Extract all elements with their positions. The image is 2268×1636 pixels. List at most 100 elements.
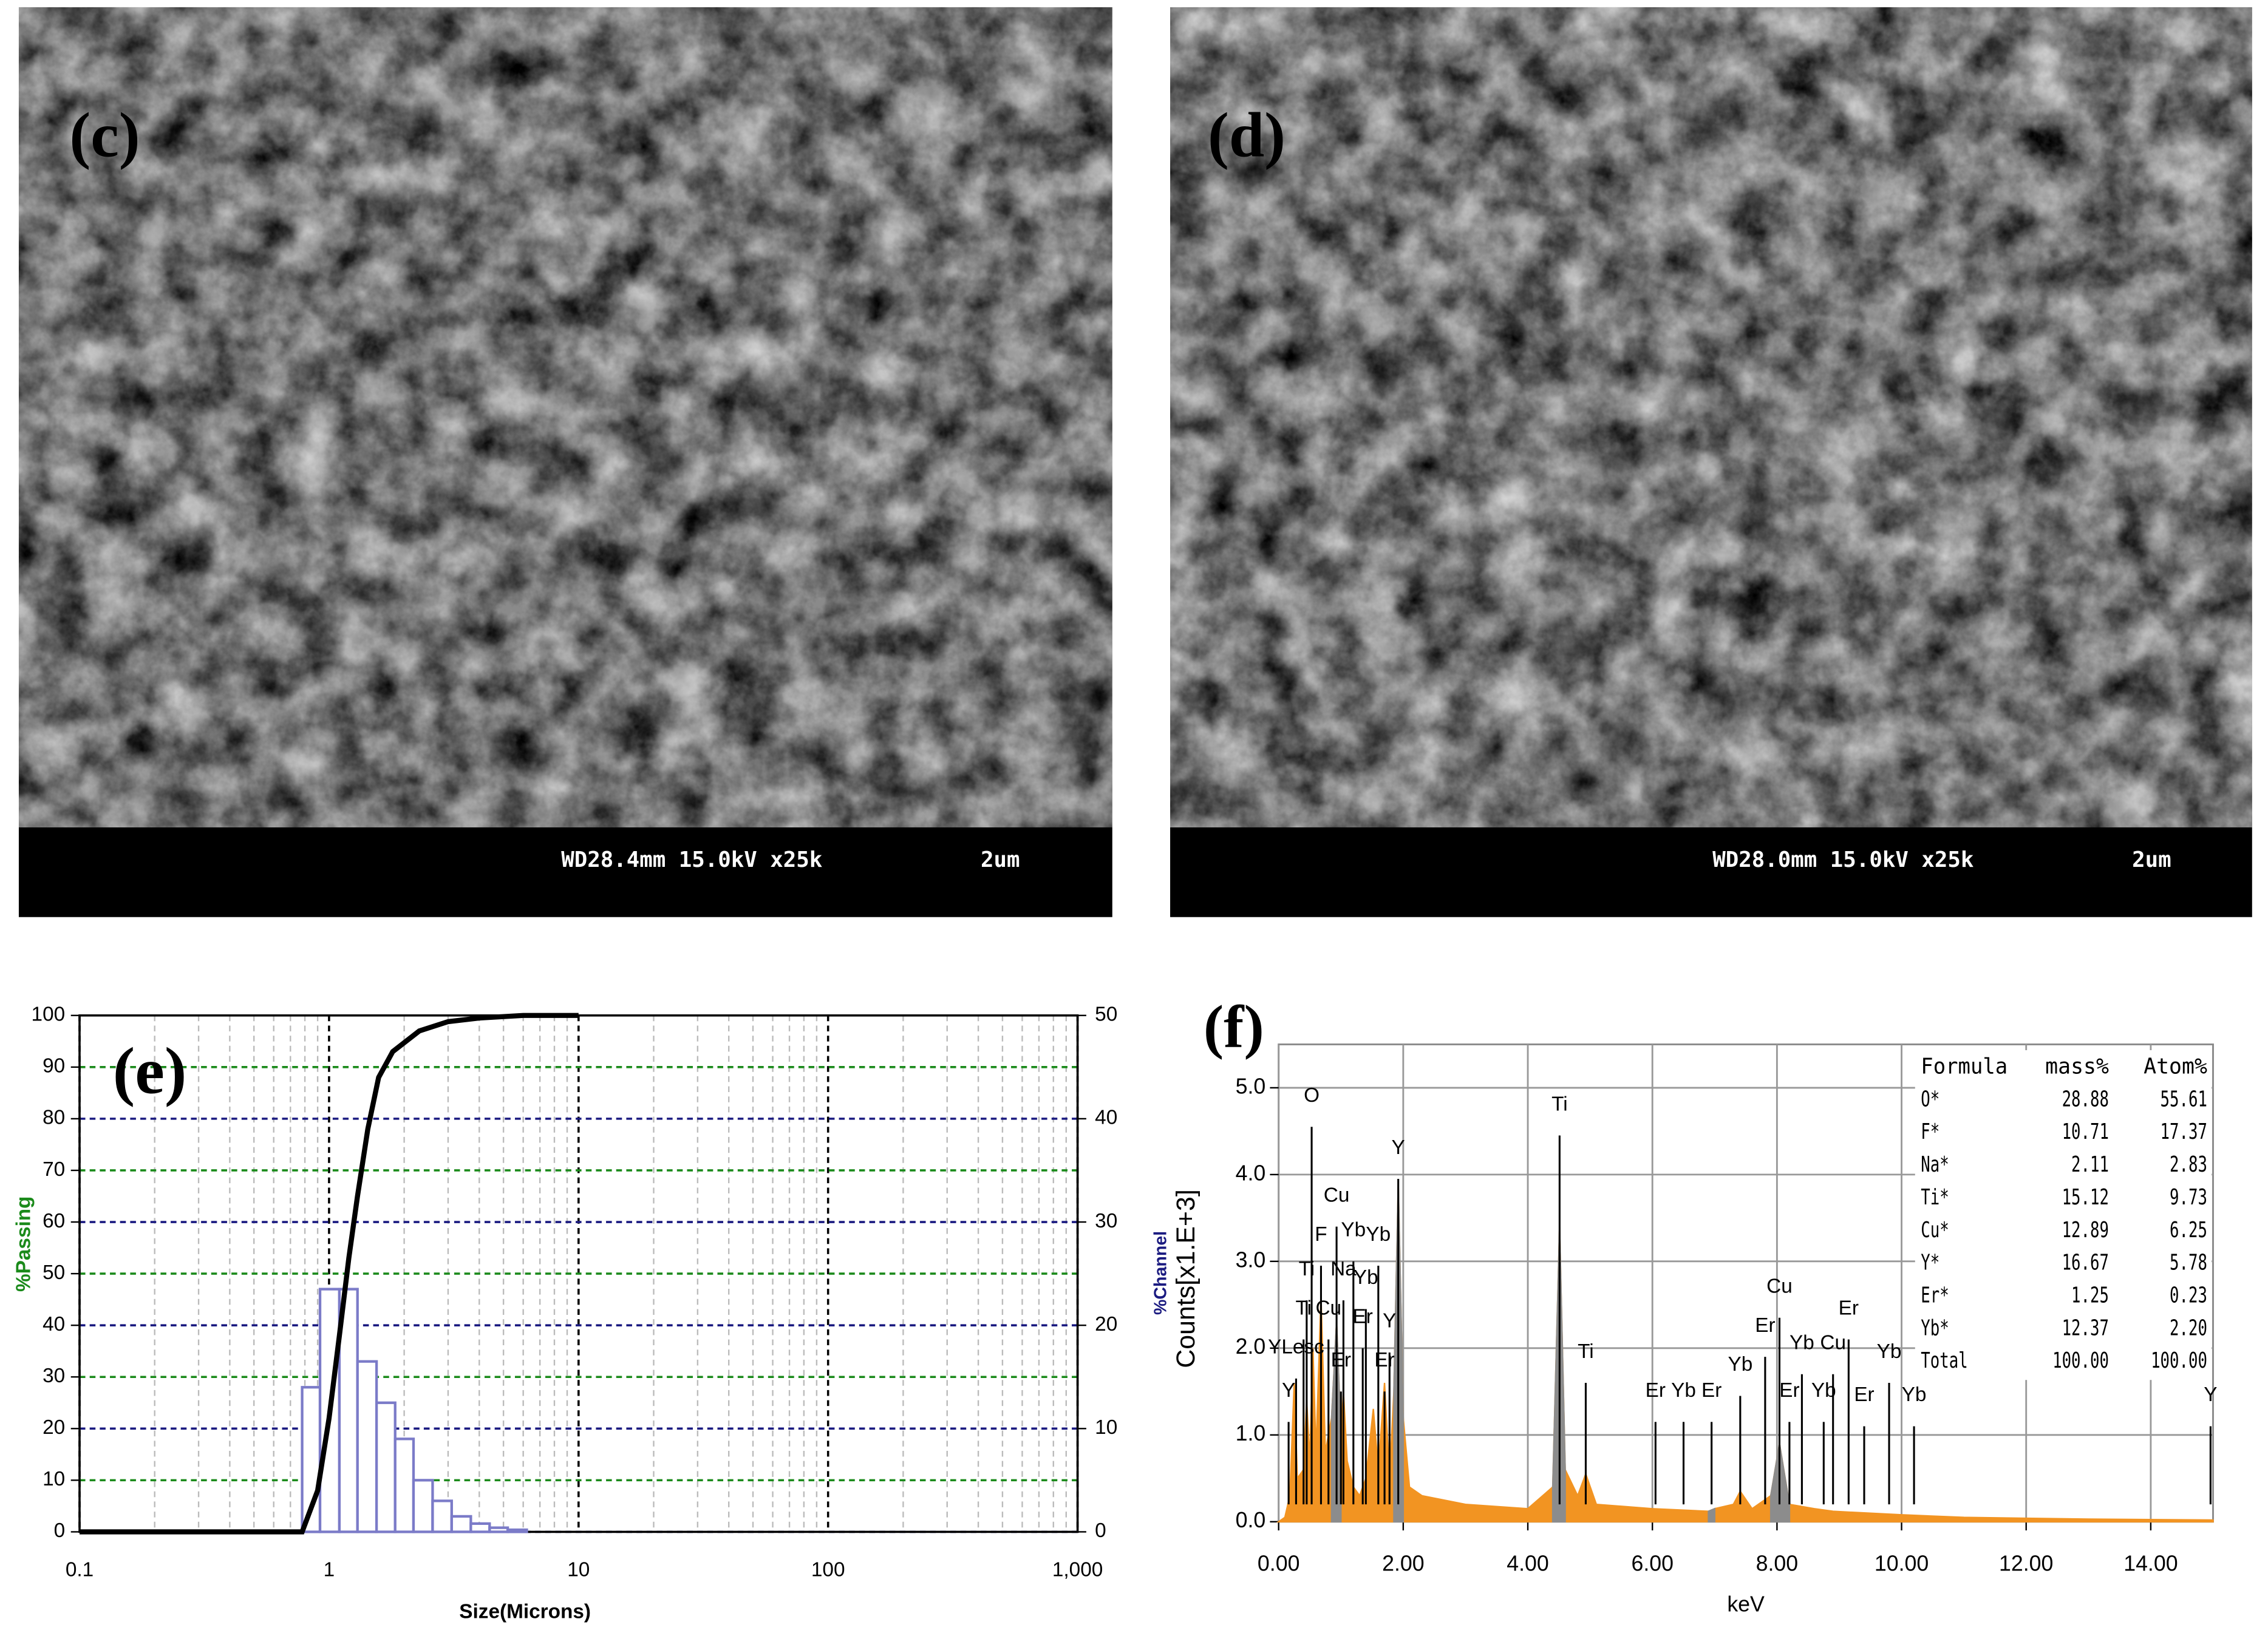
element-label: Er [1755, 1314, 1775, 1337]
element-label: Er [1839, 1297, 1859, 1319]
histogram-bar [450, 1515, 472, 1533]
element-label: Ti [1578, 1340, 1594, 1363]
panel-label: (d) [1208, 100, 1286, 171]
x-tick-label: 2.00 [1382, 1552, 1425, 1576]
y-axis-title: Counts[x1.E+3] [1171, 1189, 1200, 1368]
histogram-bar [469, 1522, 491, 1533]
element-label: Er [1854, 1383, 1874, 1406]
x-tick-label: 100 [811, 1559, 845, 1581]
table-cell: 2.11 [2071, 1152, 2109, 1177]
y-tick-label: 4.0 [1236, 1161, 1266, 1185]
x-tick-label: 12.00 [1999, 1552, 2053, 1576]
sem-caption: WD28.0mm 15.0kV x25k [1712, 847, 1973, 872]
table-header: Atom% [2144, 1054, 2207, 1079]
cumulative-line [80, 1013, 579, 1535]
table-cell: 6.25 [2170, 1218, 2207, 1243]
element-label: Er [1331, 1349, 1351, 1371]
element-label: Cu [1820, 1331, 1846, 1354]
element-label: Y [1282, 1379, 1295, 1402]
histogram-bar [393, 1437, 415, 1533]
x-tick-label: 4.00 [1507, 1552, 1549, 1576]
table-cell: 28.88 [2062, 1087, 2109, 1112]
y-tick-label: 0 [54, 1519, 66, 1542]
element-label: Yb [1728, 1353, 1752, 1376]
y-tick-label: 2.0 [1236, 1334, 1266, 1359]
element-label: Ti [1295, 1297, 1312, 1319]
y-tick-label: 90 [43, 1055, 65, 1078]
y-tick-label: 3.0 [1236, 1247, 1266, 1272]
histogram-bar [506, 1528, 528, 1533]
table-header: mass% [2045, 1054, 2109, 1079]
histogram-bar [375, 1401, 397, 1533]
x-tick-label: 10.00 [1875, 1552, 1929, 1576]
element-label: Er [1779, 1379, 1799, 1402]
element-label: Yb [1877, 1340, 1902, 1363]
element-label: YLesc [1268, 1336, 1324, 1359]
y-tick-label: 30 [43, 1365, 65, 1387]
element-label: Er [1353, 1306, 1373, 1328]
table-cell: 16.67 [2062, 1251, 2109, 1275]
y-tick-label: 60 [43, 1210, 65, 1232]
y-tick-label: 70 [43, 1158, 65, 1181]
element-label: Yb [1354, 1266, 1378, 1289]
sem-highlight [18, 7, 1112, 827]
table-cell: 100.00 [2151, 1348, 2207, 1373]
table-cell: 10.71 [2062, 1119, 2109, 1144]
y-tick-label: 50 [43, 1261, 65, 1284]
table-cell: 12.37 [2062, 1315, 2109, 1340]
y-tick-label: 40 [43, 1313, 65, 1336]
y-tick-label: 10 [43, 1468, 65, 1490]
y2-tick-label: 0 [1095, 1519, 1106, 1542]
x-tick-label: 1,000 [1052, 1559, 1103, 1581]
element-label: Y [1392, 1136, 1405, 1159]
x-tick-label: 8.00 [1756, 1552, 1799, 1576]
y2-tick-label: 20 [1095, 1313, 1117, 1336]
histogram-bar [356, 1360, 378, 1533]
panel-label: (c) [69, 100, 140, 171]
element-label: Yb [1811, 1379, 1836, 1402]
y-tick-label: 1.0 [1236, 1421, 1266, 1445]
element-label: Na [1330, 1258, 1357, 1280]
table-cell: O* [1921, 1087, 1939, 1112]
table-cell: Cu* [1921, 1218, 1949, 1243]
y-tick-label: 5.0 [1236, 1074, 1266, 1098]
table-cell: 100.00 [2052, 1348, 2109, 1373]
table-cell: Yb* [1921, 1315, 1949, 1340]
y2-tick-label: 30 [1095, 1210, 1117, 1232]
element-label: Cu [1315, 1297, 1341, 1319]
panel-label: (f) [1204, 993, 1264, 1060]
element-label: Er [1646, 1379, 1666, 1402]
table-cell: 2.83 [2170, 1152, 2207, 1177]
panel-label: (e) [113, 1033, 187, 1107]
x-tick-label: 14.00 [2123, 1552, 2178, 1576]
y-tick-label: 100 [32, 1003, 66, 1026]
histogram-bar [431, 1499, 453, 1533]
table-cell: 9.73 [2170, 1185, 2207, 1210]
element-label: Er [1701, 1379, 1721, 1402]
table-cell: 5.78 [2170, 1251, 2207, 1275]
sem-scale: 2um [2132, 847, 2171, 872]
y-tick-label: 80 [43, 1107, 65, 1129]
element-label: Yb [1341, 1219, 1366, 1241]
table-cell: Total [1921, 1348, 1967, 1373]
table-cell: Na* [1921, 1152, 1949, 1177]
table-cell: Ti* [1921, 1185, 1949, 1210]
sem-panel-d: (d) WD28.0mm 15.0kV x25k 2um [1170, 7, 2252, 917]
x-tick-label: 10 [567, 1559, 590, 1581]
info-bar [18, 827, 1112, 917]
x-tick-label: 1 [324, 1559, 335, 1581]
element-label: Er [1374, 1349, 1394, 1371]
table-cell: 1.25 [2071, 1283, 2109, 1308]
x-tick-label: 0.1 [66, 1559, 94, 1581]
y-tick-label: 0.0 [1236, 1508, 1266, 1532]
x-axis-title: keV [1727, 1592, 1765, 1616]
table-cell: 17.37 [2161, 1119, 2207, 1144]
element-label: O [1304, 1084, 1320, 1107]
sem-highlight [1170, 7, 2252, 827]
element-label: F [1315, 1223, 1327, 1246]
element-label: Cu [1324, 1184, 1350, 1206]
y2-tick-label: 10 [1095, 1416, 1117, 1439]
y-axis-subtitle: %Channel [1151, 1231, 1170, 1315]
histogram-bar [488, 1526, 509, 1533]
